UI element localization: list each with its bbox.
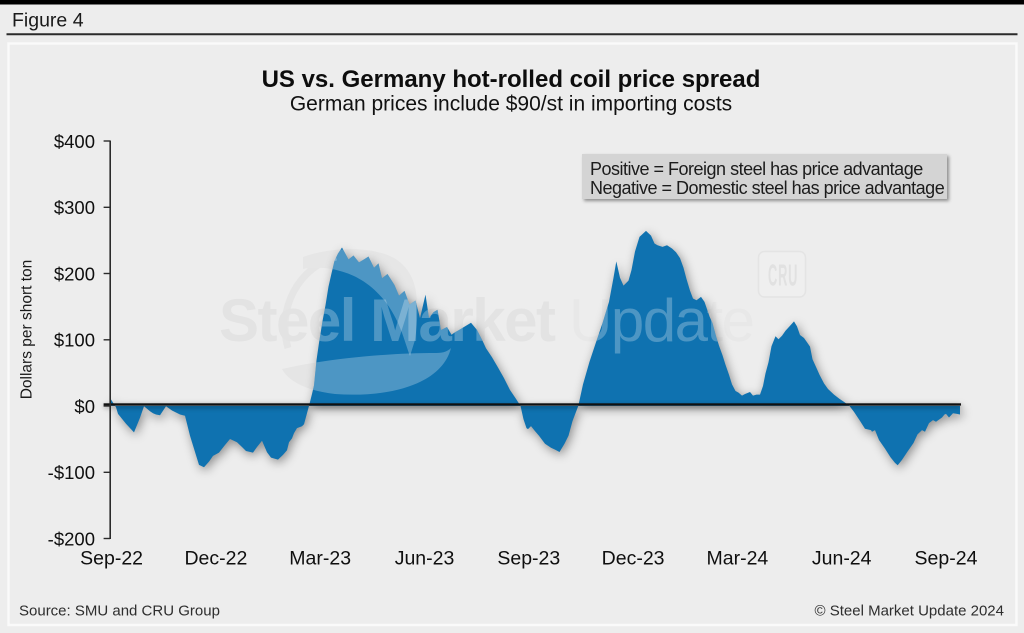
svg-text:US vs. Germany hot-rolled coil: US vs. Germany hot-rolled coil price spr… (262, 66, 761, 93)
svg-text:Mar-23: Mar-23 (289, 548, 351, 570)
svg-text:Jun-24: Jun-24 (812, 548, 872, 570)
svg-text:$100: $100 (54, 330, 95, 351)
svg-text:Positive = Foreign steel has p: Positive = Foreign steel has price advan… (590, 159, 923, 179)
svg-text:Negative = Domestic steel has: Negative = Domestic steel has price adva… (590, 178, 945, 198)
svg-text:Figure 4: Figure 4 (12, 10, 84, 32)
svg-text:Sep-22: Sep-22 (80, 548, 143, 570)
svg-text:Mar-24: Mar-24 (707, 548, 769, 570)
svg-text:-$100: -$100 (48, 462, 95, 483)
svg-text:$300: $300 (54, 197, 95, 218)
svg-text:Jun-23: Jun-23 (395, 548, 455, 570)
svg-text:$400: $400 (54, 131, 95, 152)
svg-text:Dec-22: Dec-22 (184, 548, 247, 570)
svg-text:Sep-24: Sep-24 (915, 548, 978, 570)
svg-text:Source: SMU and CRU Group: Source: SMU and CRU Group (19, 603, 220, 620)
svg-text:Dollars per short ton: Dollars per short ton (19, 260, 36, 400)
svg-text:German prices include $90/st i: German prices include $90/st in importin… (290, 93, 732, 116)
svg-text:$0: $0 (74, 396, 95, 417)
svg-text:$200: $200 (54, 263, 95, 284)
svg-text:CRU: CRU (768, 258, 798, 292)
svg-text:Sep-23: Sep-23 (497, 548, 560, 570)
svg-text:Dec-23: Dec-23 (602, 548, 665, 570)
svg-text:© Steel Market Update 2024: © Steel Market Update 2024 (815, 603, 1005, 620)
svg-text:-$200: -$200 (48, 528, 95, 549)
